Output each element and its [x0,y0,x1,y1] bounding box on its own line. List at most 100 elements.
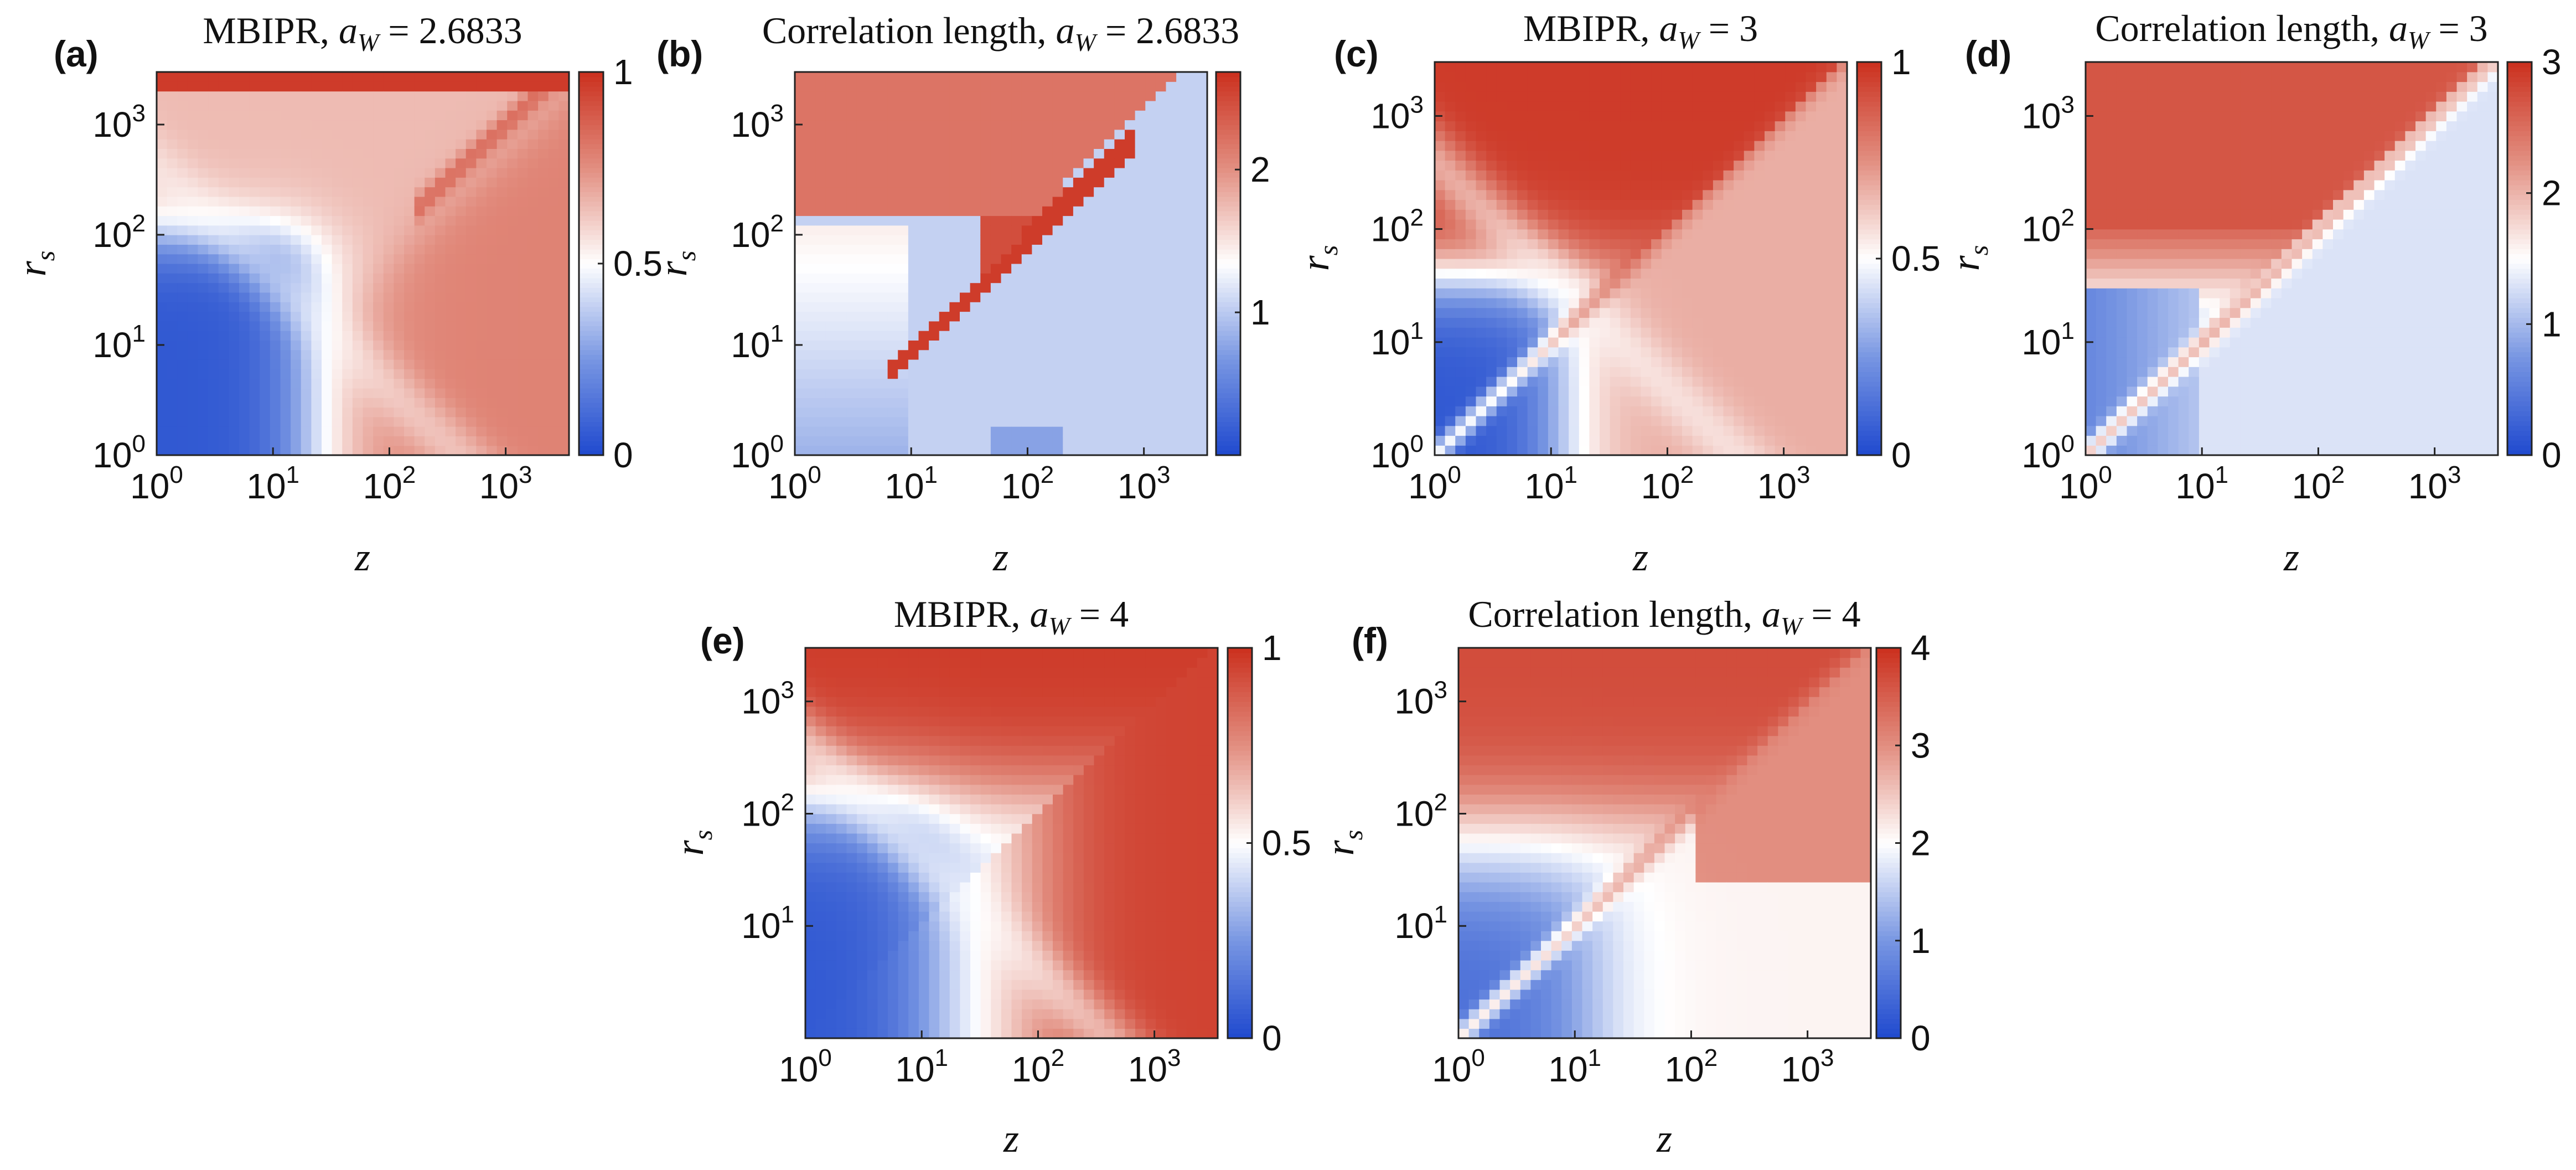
heatmap-cell [383,187,394,197]
heatmap-cell [167,349,178,360]
heatmap-cell [846,292,857,302]
heatmap-cell [548,129,559,140]
heatmap-cell [383,244,394,255]
colorbar-swatch [1216,273,1240,279]
heatmap-cell [1826,367,1837,377]
heatmap-cell [1083,445,1094,456]
heatmap-cell [260,120,271,130]
heatmap-cell [970,110,981,121]
heatmap-cell [1517,229,1528,240]
heatmap-cell [1125,177,1136,188]
heatmap-cell [908,340,919,351]
heatmap-cell [1630,121,1642,131]
heatmap-cell [1682,180,1693,190]
heatmap-cell [1816,170,1827,181]
heatmap-cell [507,331,518,341]
heatmap-cell [1166,196,1177,207]
heatmap-cell [1496,189,1507,200]
heatmap-cell [908,110,919,121]
heatmap-cell [1455,425,1466,436]
heatmap-cell [208,282,219,293]
heatmap-cell [487,110,498,121]
heatmap-cell [1775,199,1786,210]
heatmap-cell [425,398,436,408]
heatmap-cell [805,369,816,379]
heatmap-cell [538,244,549,255]
heatmap-cell [877,168,888,178]
heatmap-cell [1166,177,1177,188]
heatmap-cell [270,148,281,159]
heatmap-cell [291,264,302,274]
heatmap-cell [301,407,312,418]
heatmap-cell [1527,229,1538,240]
heatmap-cell [1197,168,1208,178]
heatmap-cell [1527,259,1538,269]
heatmap-cell [1630,327,1642,338]
heatmap-cell [1744,219,1755,230]
heatmap-cell [291,244,302,255]
heatmap-cell [898,416,909,427]
heatmap-cell [1600,268,1611,279]
heatmap-cell [270,235,281,245]
heatmap-cell [1094,398,1105,408]
heatmap-cell [1754,170,1765,181]
heatmap-cell [1166,254,1177,264]
heatmap-cell [342,225,353,235]
heatmap-cell [898,177,909,188]
heatmap-cell [1063,91,1074,101]
colorbar-swatch [579,364,603,369]
heatmap-cell [1765,288,1776,298]
heatmap-cell [949,273,960,284]
heatmap-cell [1754,101,1765,112]
heatmap-cell [1713,101,1724,112]
heatmap-cell [815,340,826,351]
heatmap-cell [1176,177,1187,188]
heatmap-cell [929,302,940,312]
heatmap-cell [908,292,919,302]
heatmap-cell [1630,71,1642,83]
heatmap-cell [1465,62,1477,73]
heatmap-cell [1558,425,1569,436]
colorbar-swatch [1216,239,1240,245]
heatmap-cell [1145,72,1156,82]
heatmap-cell [157,292,168,302]
heatmap-cell [1094,378,1105,389]
heatmap-cell [270,129,281,140]
heatmap-cell [177,168,188,178]
heatmap-cell [1197,148,1208,159]
colorbar-swatch [579,187,603,192]
heatmap-cell [1125,321,1136,331]
heatmap-cell [939,426,950,436]
heatmap-cell [795,445,806,456]
heatmap-cell [270,273,281,284]
heatmap-cell [1104,72,1115,82]
heatmap-cell [414,110,425,121]
heatmap-cell [249,273,260,284]
heatmap-cell [805,264,816,274]
heatmap-cell [1011,273,1022,284]
heatmap-cell [434,235,446,245]
heatmap-cell [990,378,1002,389]
heatmap-cell [538,292,549,302]
heatmap-cell [1001,100,1012,111]
heatmap-cell [434,158,446,168]
heatmap-cell [1455,239,1466,249]
heatmap-cell [1001,139,1012,149]
heatmap-cell [1496,219,1507,230]
heatmap-cell [1155,407,1167,418]
heatmap-cell [1094,206,1105,217]
heatmap-cell [1083,407,1094,418]
heatmap-cell [1145,148,1156,159]
heatmap-cell [465,158,477,168]
heatmap-cell [1600,180,1611,190]
heatmap-cell [1672,199,1683,210]
colorbar-swatch [579,335,603,341]
heatmap-cell [887,244,898,255]
heatmap-cell [425,187,436,197]
heatmap-cell [1703,150,1714,161]
heatmap-cell [1063,311,1074,322]
heatmap-cell [1600,386,1611,397]
heatmap-cell [1579,259,1590,269]
heatmap-cell [1785,160,1796,171]
